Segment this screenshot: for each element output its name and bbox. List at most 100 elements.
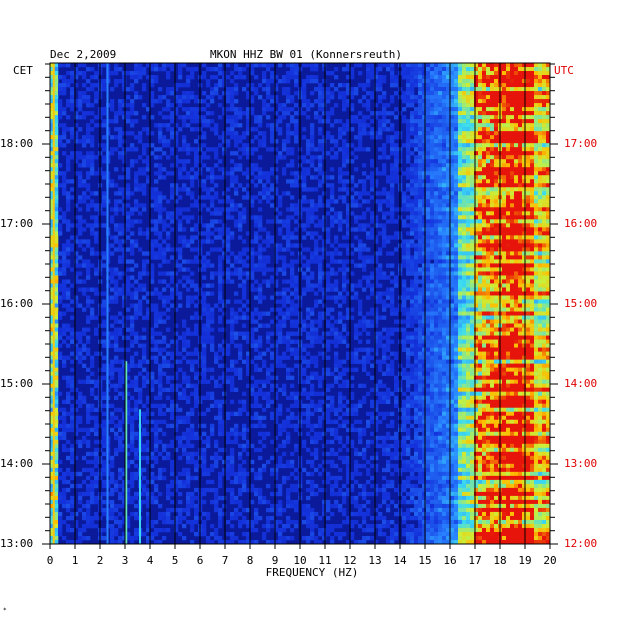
heatmap-cell: [206, 123, 211, 128]
heatmap-cell: [50, 115, 55, 120]
heatmap-cell: [374, 179, 379, 184]
heatmap-cell: [270, 171, 275, 176]
heatmap-cell: [474, 279, 479, 284]
heatmap-cell: [522, 267, 527, 272]
heatmap-cell: [390, 135, 395, 140]
heatmap-cell: [206, 83, 211, 88]
heatmap-cell: [490, 279, 495, 284]
heatmap-cell: [450, 183, 455, 188]
heatmap-cell: [278, 299, 283, 304]
heatmap-cell: [210, 223, 215, 228]
heatmap-cell: [546, 303, 551, 308]
heatmap-cell: [218, 199, 223, 204]
heatmap-cell: [534, 183, 539, 188]
heatmap-cell: [410, 211, 415, 216]
heatmap-cell: [482, 87, 487, 92]
heatmap-cell: [542, 167, 547, 172]
heatmap-cell: [522, 227, 527, 232]
heatmap-cell: [90, 215, 95, 220]
heatmap-cell: [278, 291, 283, 296]
heatmap-cell: [442, 207, 447, 212]
heatmap-cell: [538, 187, 543, 192]
heatmap-cell: [390, 291, 395, 296]
heatmap-cell: [414, 307, 419, 312]
heatmap-cell: [50, 111, 55, 116]
heatmap-cell: [382, 95, 387, 100]
heatmap-cell: [466, 203, 471, 208]
heatmap-cell: [418, 287, 423, 292]
heatmap-cell: [214, 91, 219, 96]
heatmap-cell: [282, 303, 287, 308]
heatmap-cell: [406, 247, 411, 252]
heatmap-cell: [382, 239, 387, 244]
heatmap-cell: [474, 63, 479, 68]
heatmap-cell: [538, 175, 543, 180]
heatmap-cell: [258, 267, 263, 272]
heatmap-cell: [206, 263, 211, 268]
heatmap-cell: [90, 223, 95, 228]
heatmap-cell: [446, 255, 451, 260]
heatmap-cell: [458, 307, 463, 312]
heatmap-cell: [402, 67, 407, 72]
heatmap-cell: [482, 179, 487, 184]
heatmap-cell: [366, 231, 371, 236]
heatmap-cell: [486, 243, 491, 248]
heatmap-cell: [458, 235, 463, 240]
heatmap-cell: [222, 239, 227, 244]
heatmap-cell: [234, 167, 239, 172]
heatmap-cell: [442, 175, 447, 180]
heatmap-cell: [418, 151, 423, 156]
heatmap-cell: [210, 247, 215, 252]
heatmap-cell: [530, 191, 535, 196]
heatmap-cell: [318, 247, 323, 252]
heatmap-cell: [362, 275, 367, 280]
heatmap-cell: [286, 151, 291, 156]
heatmap-cell: [150, 95, 155, 100]
heatmap-cell: [58, 295, 63, 300]
heatmap-cell: [478, 119, 483, 124]
heatmap-cell: [278, 103, 283, 108]
heatmap-cell: [546, 163, 551, 168]
heatmap-cell: [166, 215, 171, 220]
heatmap-cell: [390, 187, 395, 192]
heatmap-cell: [202, 91, 207, 96]
heatmap-cell: [418, 155, 423, 160]
heatmap-cell: [490, 211, 495, 216]
heatmap-cell: [202, 155, 207, 160]
heatmap-cell: [206, 79, 211, 84]
heatmap-cell: [406, 199, 411, 204]
heatmap-cell: [338, 259, 343, 264]
heatmap-cell: [538, 167, 543, 172]
heatmap-cell: [478, 215, 483, 220]
heatmap-cell: [518, 283, 523, 288]
heatmap-cell: [462, 247, 467, 252]
heatmap-cell: [458, 143, 463, 148]
heatmap-cell: [406, 183, 411, 188]
heatmap-cell: [118, 271, 123, 276]
heatmap-cell: [466, 139, 471, 144]
heatmap-cell: [270, 267, 275, 272]
heatmap-cell: [262, 247, 267, 252]
heatmap-cell: [466, 167, 471, 172]
heatmap-cell: [458, 155, 463, 160]
heatmap-cell: [74, 215, 79, 220]
heatmap-cell: [410, 99, 415, 104]
heatmap-cell: [322, 251, 327, 256]
heatmap-cell: [186, 115, 191, 120]
heatmap-cell: [510, 215, 515, 220]
heatmap-cell: [450, 75, 455, 80]
heatmap-cell: [170, 227, 175, 232]
heatmap-cell: [430, 303, 435, 308]
heatmap-cell: [122, 159, 127, 164]
heatmap-cell: [378, 191, 383, 196]
heatmap-cell: [502, 267, 507, 272]
heatmap-cell: [294, 179, 299, 184]
heatmap-cell: [174, 131, 179, 136]
heatmap-cell: [342, 155, 347, 160]
heatmap-cell: [366, 103, 371, 108]
heatmap-cell: [486, 187, 491, 192]
heatmap-cell: [466, 123, 471, 128]
heatmap-cell: [470, 251, 475, 256]
heatmap-cell: [514, 251, 519, 256]
heatmap-cell: [530, 103, 535, 108]
